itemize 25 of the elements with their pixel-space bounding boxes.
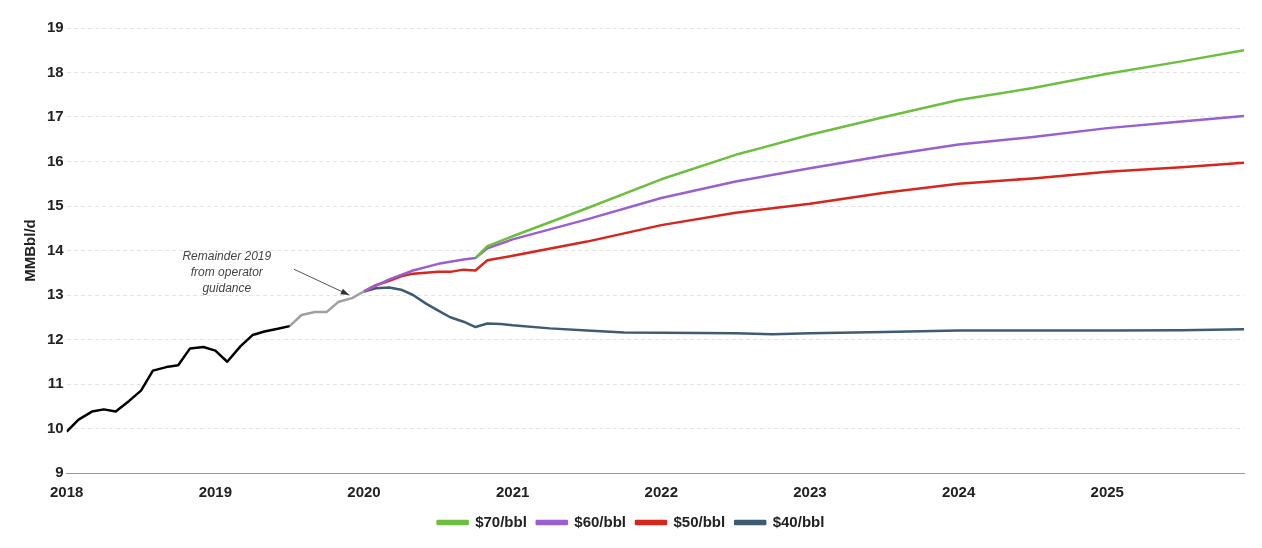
y-tick-label: 11	[47, 374, 64, 392]
y-tick-label: 12	[47, 329, 64, 347]
y-tick-label: 17	[47, 107, 64, 125]
y-tick-label: 16	[47, 151, 64, 169]
legend-label: $50/bbl	[673, 512, 726, 530]
x-tick-label: 2021	[495, 483, 530, 501]
y-tick-label: 10	[47, 418, 64, 436]
y-tick-label: 9	[55, 463, 64, 481]
x-tick-label: 2023	[793, 483, 827, 501]
x-tick-label: 2018	[50, 483, 84, 501]
y-tick-label: 14	[47, 240, 65, 258]
legend-label: $70/bbl	[475, 512, 527, 530]
x-tick-label: 2022	[644, 483, 678, 501]
x-tick-label: 2025	[1090, 483, 1124, 501]
y-tick-label: 18	[47, 62, 64, 80]
x-tick-label: 2019	[198, 483, 233, 501]
x-tick-label: 2020	[347, 483, 381, 501]
annotation: Remainder 2019 from operator guidance	[182, 248, 272, 295]
y-tick-label: 15	[47, 196, 64, 214]
legend-label: $60/bbl	[574, 512, 626, 530]
x-tick-label: 2024	[941, 483, 976, 501]
y-tick-label: 19	[47, 18, 64, 36]
y-axis-title: MMBbl/d	[21, 219, 39, 282]
y-tick-label: 13	[47, 285, 64, 303]
legend-label: $40/bbl	[772, 512, 825, 530]
